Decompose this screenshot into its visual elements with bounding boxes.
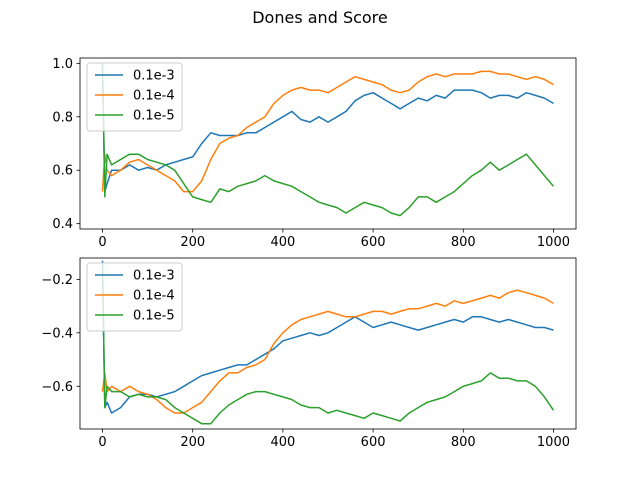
x-tick-label: 0 — [98, 235, 106, 250]
y-tick-label: −0.2 — [41, 273, 73, 288]
x-tick-label: 400 — [270, 235, 295, 250]
series-line-1 — [101, 63, 554, 193]
y-tick-label: 1.0 — [52, 57, 73, 72]
y-tick-label: 0.6 — [52, 164, 73, 179]
series-line-2 — [101, 289, 554, 414]
axes-frame — [79, 57, 577, 230]
y-tick-label: 0.8 — [52, 110, 73, 125]
top-axes: 0 200 400 600 800 1000 0.4 0.6 0.8 1.0 0.1e-3 0.1e-… — [52, 57, 577, 250]
x-tick-label: 1000 — [537, 435, 570, 450]
legend-label-3: 0.1e-5 — [133, 109, 175, 124]
x-tick-label: 1000 — [537, 235, 570, 250]
y-tick-label: 0.4 — [52, 217, 73, 232]
legend-label-1: 0.1e-3 — [133, 69, 175, 84]
x-tick-label: 400 — [270, 435, 295, 450]
legend-box — [86, 62, 183, 132]
legend-label-1: 0.1e-3 — [133, 269, 175, 284]
series-line-1 — [101, 260, 554, 414]
legend-label-3: 0.1e-5 — [133, 309, 175, 324]
series-line-3 — [101, 63, 555, 217]
x-tick-label: 800 — [451, 435, 476, 450]
x-tick-label: 600 — [361, 435, 386, 450]
x-tick-label: 200 — [180, 435, 205, 450]
figure-title: Dones and Score — [252, 8, 388, 27]
legend-label-2: 0.1e-4 — [133, 89, 175, 104]
y-tick-label: −0.6 — [41, 380, 73, 395]
bottom-axes: 0 200 400 600 800 1000 −0.6 −0.4 −0.2 0.1e-3 0.1e-… — [41, 257, 577, 450]
legend-box — [86, 262, 183, 332]
x-tick-label: 600 — [361, 235, 386, 250]
x-tick-label: 200 — [180, 235, 205, 250]
y-tick-label: −0.4 — [41, 326, 73, 341]
x-tick-label: 800 — [451, 235, 476, 250]
axes-frame — [79, 257, 577, 430]
x-tick-label: 0 — [98, 435, 106, 450]
series-line-2 — [101, 70, 554, 193]
series-line-3 — [101, 265, 555, 425]
legend-label-2: 0.1e-4 — [133, 289, 175, 304]
